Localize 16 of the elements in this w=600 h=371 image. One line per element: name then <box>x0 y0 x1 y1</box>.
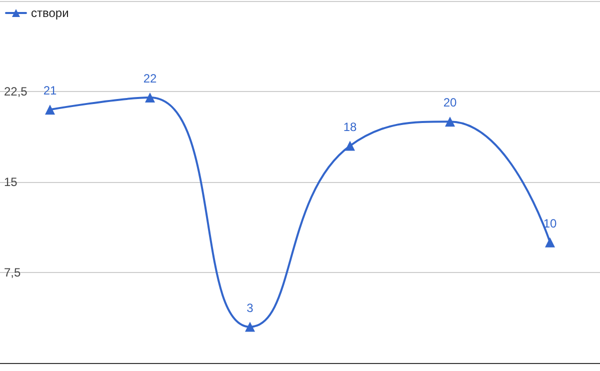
data-label: 3 <box>246 300 254 315</box>
legend-label: створи <box>31 6 69 20</box>
y-tick-label: 22,5 <box>4 84 28 98</box>
point <box>145 92 155 103</box>
point <box>345 140 355 151</box>
y-tick-label: 7,5 <box>4 266 22 280</box>
data-label: 18 <box>343 120 357 134</box>
data-label: 20 <box>443 96 457 110</box>
data-label: 22 <box>143 72 157 86</box>
point <box>545 237 555 248</box>
data-label: 10 <box>543 216 557 230</box>
point <box>245 322 255 332</box>
point <box>445 116 455 127</box>
point <box>45 104 55 115</box>
data-label: 21 <box>43 84 57 98</box>
y-tick-label: 15 <box>4 175 18 189</box>
